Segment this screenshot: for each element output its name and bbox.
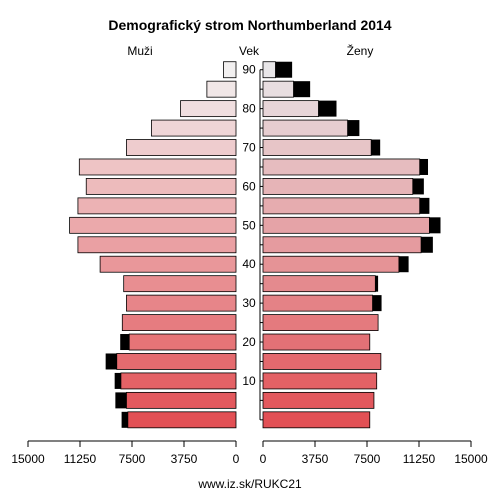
male-bar-15-19: [116, 353, 237, 370]
male-bar-5-9: [126, 391, 237, 409]
female-bar-85-89: [262, 80, 294, 98]
female-excess-30-34: [372, 295, 382, 312]
female-label: Ženy: [347, 43, 374, 58]
female-excess-50-54: [429, 217, 441, 234]
male-x-tick-label: 15000: [11, 452, 45, 466]
footer-source: www.iz.sk/RUKC21: [197, 477, 302, 491]
male-bar-30-34: [126, 294, 237, 312]
age-tick-label: 80: [242, 102, 256, 116]
male-x-tick-label: 7500: [119, 452, 146, 466]
male-bar-55-59: [77, 197, 237, 215]
male-bar-85-89: [206, 80, 237, 98]
male-x-tick-label: 3750: [171, 452, 198, 466]
female-excess-40-44: [398, 256, 409, 273]
female-x-tick-label: 7500: [354, 452, 381, 466]
male-bar-40-44: [99, 255, 237, 273]
age-tick-label: 90: [242, 63, 256, 77]
female-excess-80-84: [318, 100, 337, 117]
male-bar-80-84: [180, 100, 237, 118]
age-tick-label: 20: [242, 335, 256, 349]
male-bar-90+: [223, 61, 237, 79]
age-tick-label: 10: [242, 374, 256, 388]
male-bar-25-29: [121, 314, 237, 331]
male-bar-60-64: [85, 178, 237, 195]
age-tick-label: 70: [242, 141, 256, 155]
female-excess-45-49: [421, 236, 433, 253]
female-bar-10-14: [262, 372, 378, 390]
male-x-tick-label: 0: [233, 452, 240, 466]
female-bar-55-59: [262, 197, 421, 215]
male-bar-70-74: [126, 139, 237, 156]
age-label: Vek: [239, 44, 260, 58]
female-excess-85-89: [293, 81, 311, 98]
female-excess-60-64: [412, 178, 424, 195]
male-excess-20-24: [120, 334, 130, 351]
male-excess-5-9: [115, 392, 127, 409]
age-tick-label: 50: [242, 218, 256, 232]
female-x-tick-label: 3750: [302, 452, 329, 466]
female-bar-90+: [262, 61, 276, 79]
female-excess-55-59: [419, 197, 430, 214]
female-bar-15-19: [262, 353, 382, 370]
male-bar-0-4: [127, 411, 237, 429]
male-bar-50-54: [69, 216, 237, 234]
female-bar-5-9: [262, 391, 375, 409]
male-bar-75-79: [151, 119, 237, 137]
female-bar-80-84: [262, 100, 319, 118]
bars-layer: [69, 61, 441, 429]
female-bar-30-34: [262, 294, 373, 312]
female-excess-90+: [275, 61, 293, 78]
female-excess-65-69: [419, 158, 429, 175]
female-bar-25-29: [262, 314, 379, 331]
female-x-tick-label: 0: [260, 452, 267, 466]
female-bar-70-74: [262, 139, 372, 156]
female-bar-60-64: [262, 178, 414, 195]
male-excess-10-14: [114, 372, 121, 389]
axes-layer: 10 20 30 40 50 60 70 80 90 15000 11250 7500 3750 0 0 37…: [11, 63, 488, 466]
male-bar-65-69: [78, 158, 237, 176]
female-bar-65-69: [262, 158, 421, 176]
female-bar-20-24: [262, 333, 371, 351]
female-bar-45-49: [262, 236, 422, 254]
male-excess-15-19: [105, 353, 117, 370]
chart-title: Demografický strom Northumberland 2014: [108, 17, 391, 33]
female-excess-35-39: [375, 275, 379, 292]
male-bar-20-24: [128, 333, 237, 351]
male-bar-10-14: [120, 372, 237, 390]
female-x-tick-label: 11250: [403, 452, 436, 466]
male-bar-45-49: [77, 236, 237, 254]
male-label: Muži: [127, 44, 152, 58]
female-bar-50-54: [262, 216, 430, 234]
male-x-tick-label: 11250: [64, 452, 97, 466]
age-tick-label: 60: [242, 179, 256, 193]
female-bar-35-39: [262, 275, 376, 293]
age-tick-label: 30: [242, 296, 256, 310]
male-excess-0-4: [121, 411, 128, 428]
female-bar-0-4: [262, 411, 371, 429]
female-excess-75-79: [347, 120, 360, 137]
female-bar-40-44: [262, 255, 400, 273]
female-excess-70-74: [371, 139, 381, 156]
male-bar-35-39: [123, 275, 237, 293]
female-bar-75-79: [262, 119, 348, 137]
age-tick-label: 40: [242, 257, 256, 271]
female-x-tick-label: 15000: [454, 452, 488, 466]
